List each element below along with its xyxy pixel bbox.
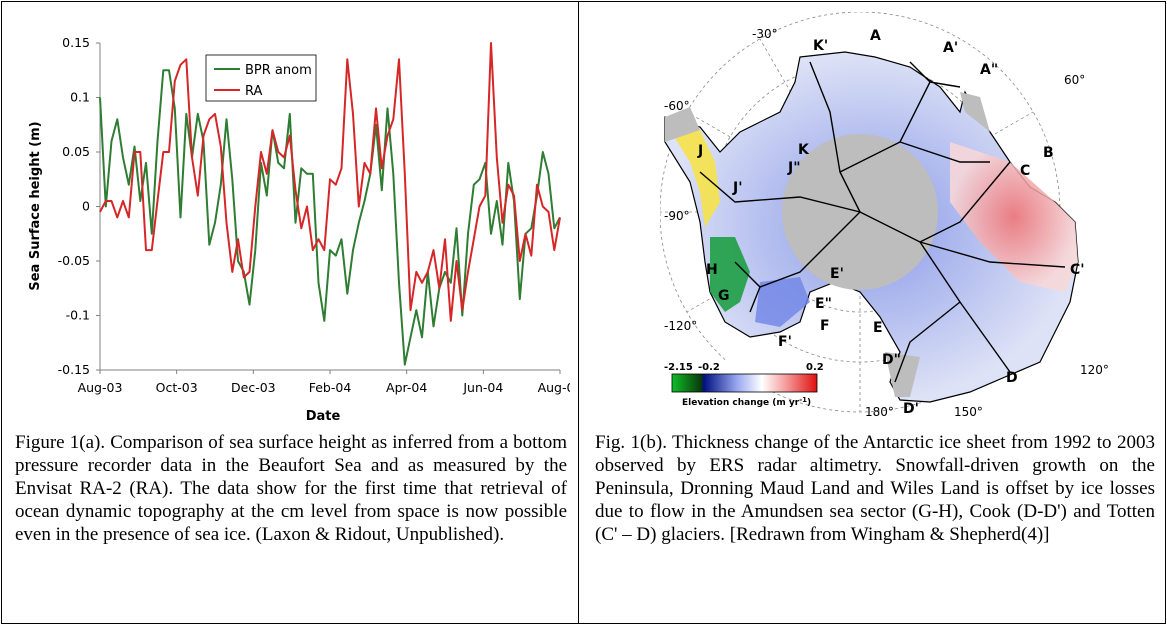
sea-surface-height-chart: 0.15 0.1 0.05 0 -0.05 -0.1 -0.15 Aug-03 Oct-03 D… — [28, 35, 570, 424]
basin-label: K' — [813, 38, 828, 54]
series-line-bpr-anom — [99, 69, 561, 366]
x-tick-label: Aug-03 — [78, 380, 123, 395]
legend-box — [205, 54, 317, 102]
basin-label: C — [1020, 163, 1030, 179]
colorbar-gradient — [671, 373, 818, 393]
longitude-label: -30° — [752, 27, 778, 41]
colorbar-tick: -2.15 — [664, 362, 693, 373]
legend-label-bpr: BPR anom — [245, 63, 312, 78]
longitude-label: -120° — [664, 319, 697, 333]
table-border-bottom — [1, 623, 1166, 624]
series-lines — [99, 42, 561, 366]
basin-label: E" — [815, 296, 832, 312]
colorbar: -2.15 -0.2 0.2 Elevation change (m yr-1) — [660, 360, 824, 408]
antarctica-elevation-map: -30° 60° -60° -90° -120° 120° 180° 150° … — [660, 12, 1109, 419]
basin-label: D' — [903, 401, 919, 417]
x-tick-label: Aug-04 — [538, 380, 570, 395]
legend-label-ra: RA — [245, 84, 263, 99]
basin-label: A" — [980, 62, 998, 78]
table-divider — [578, 1, 579, 624]
drainage-basin-lines — [699, 61, 1066, 383]
x-axis-ticks: Aug-03 Oct-03 Dec-03 Feb-04 Apr-04 Jun-04 Aug-… — [78, 370, 570, 395]
longitude-label: 120° — [1080, 363, 1109, 377]
legend: BPR anom RA — [205, 54, 317, 102]
basin-label: E — [873, 320, 883, 336]
basin-label: J — [697, 143, 703, 159]
basin-label: C' — [1070, 262, 1085, 278]
table-border-left — [1, 1, 2, 624]
colorbar-tick: -0.2 — [698, 362, 720, 373]
longitude-label: -60° — [664, 99, 690, 113]
basin-label: F' — [778, 334, 792, 350]
y-tick-label: 0.05 — [62, 144, 90, 159]
basin-label: J' — [732, 180, 743, 196]
figure-1b-caption: Fig. 1(b). Thickness change of the Antar… — [595, 432, 1155, 545]
basin-label: A' — [943, 40, 958, 56]
colorbar-label: Elevation change (m yr-1) — [682, 396, 811, 408]
basin-label: B — [1043, 145, 1054, 161]
longitude-label: 180° — [865, 405, 894, 419]
series-line-ra — [99, 42, 561, 322]
x-tick-label: Dec-03 — [231, 380, 276, 395]
east-antarctica-gain-region — [950, 142, 1078, 292]
longitude-label: 60° — [1064, 73, 1085, 87]
table-border-top — [1, 1, 1166, 2]
amundsen-loss-region — [710, 237, 750, 312]
x-tick-label: Jun-04 — [462, 380, 503, 395]
peninsula-gain-region — [665, 122, 720, 227]
basin-label: E' — [830, 266, 844, 282]
x-tick-label: Feb-04 — [309, 380, 352, 395]
y-axis-title: Sea Surface height (m) — [28, 121, 43, 290]
y-tick-label: -0.05 — [58, 253, 90, 268]
table-border-right — [1165, 1, 1166, 624]
colorbar-tick: 0.2 — [806, 362, 824, 373]
basin-label: K — [798, 142, 810, 158]
y-tick-label: 0 — [82, 199, 90, 214]
y-tick-label: 0.15 — [62, 35, 90, 50]
basin-label: D" — [882, 352, 901, 368]
longitude-label: -90° — [664, 209, 690, 223]
y-axis-ticks: 0.15 0.1 0.05 0 -0.05 -0.1 -0.15 — [58, 35, 100, 377]
y-tick-label: -0.1 — [66, 308, 90, 323]
basin-label: A — [870, 28, 881, 44]
x-tick-label: Oct-03 — [156, 380, 198, 395]
basin-label: H — [706, 262, 718, 278]
y-tick-label: 0.1 — [70, 90, 90, 105]
longitude-label: 150° — [954, 405, 983, 419]
basin-label: G — [718, 288, 730, 304]
basin-label: F — [820, 318, 830, 334]
figure-1a-caption: Figure 1(a). Comparison of sea surface h… — [15, 432, 567, 545]
x-axis-title: Date — [306, 409, 341, 424]
x-tick-label: Apr-04 — [386, 380, 427, 395]
basin-label: D — [1006, 370, 1018, 386]
basin-label: J" — [787, 160, 801, 176]
y-tick-label: -0.15 — [58, 362, 90, 377]
ross-loss-region — [755, 277, 810, 327]
